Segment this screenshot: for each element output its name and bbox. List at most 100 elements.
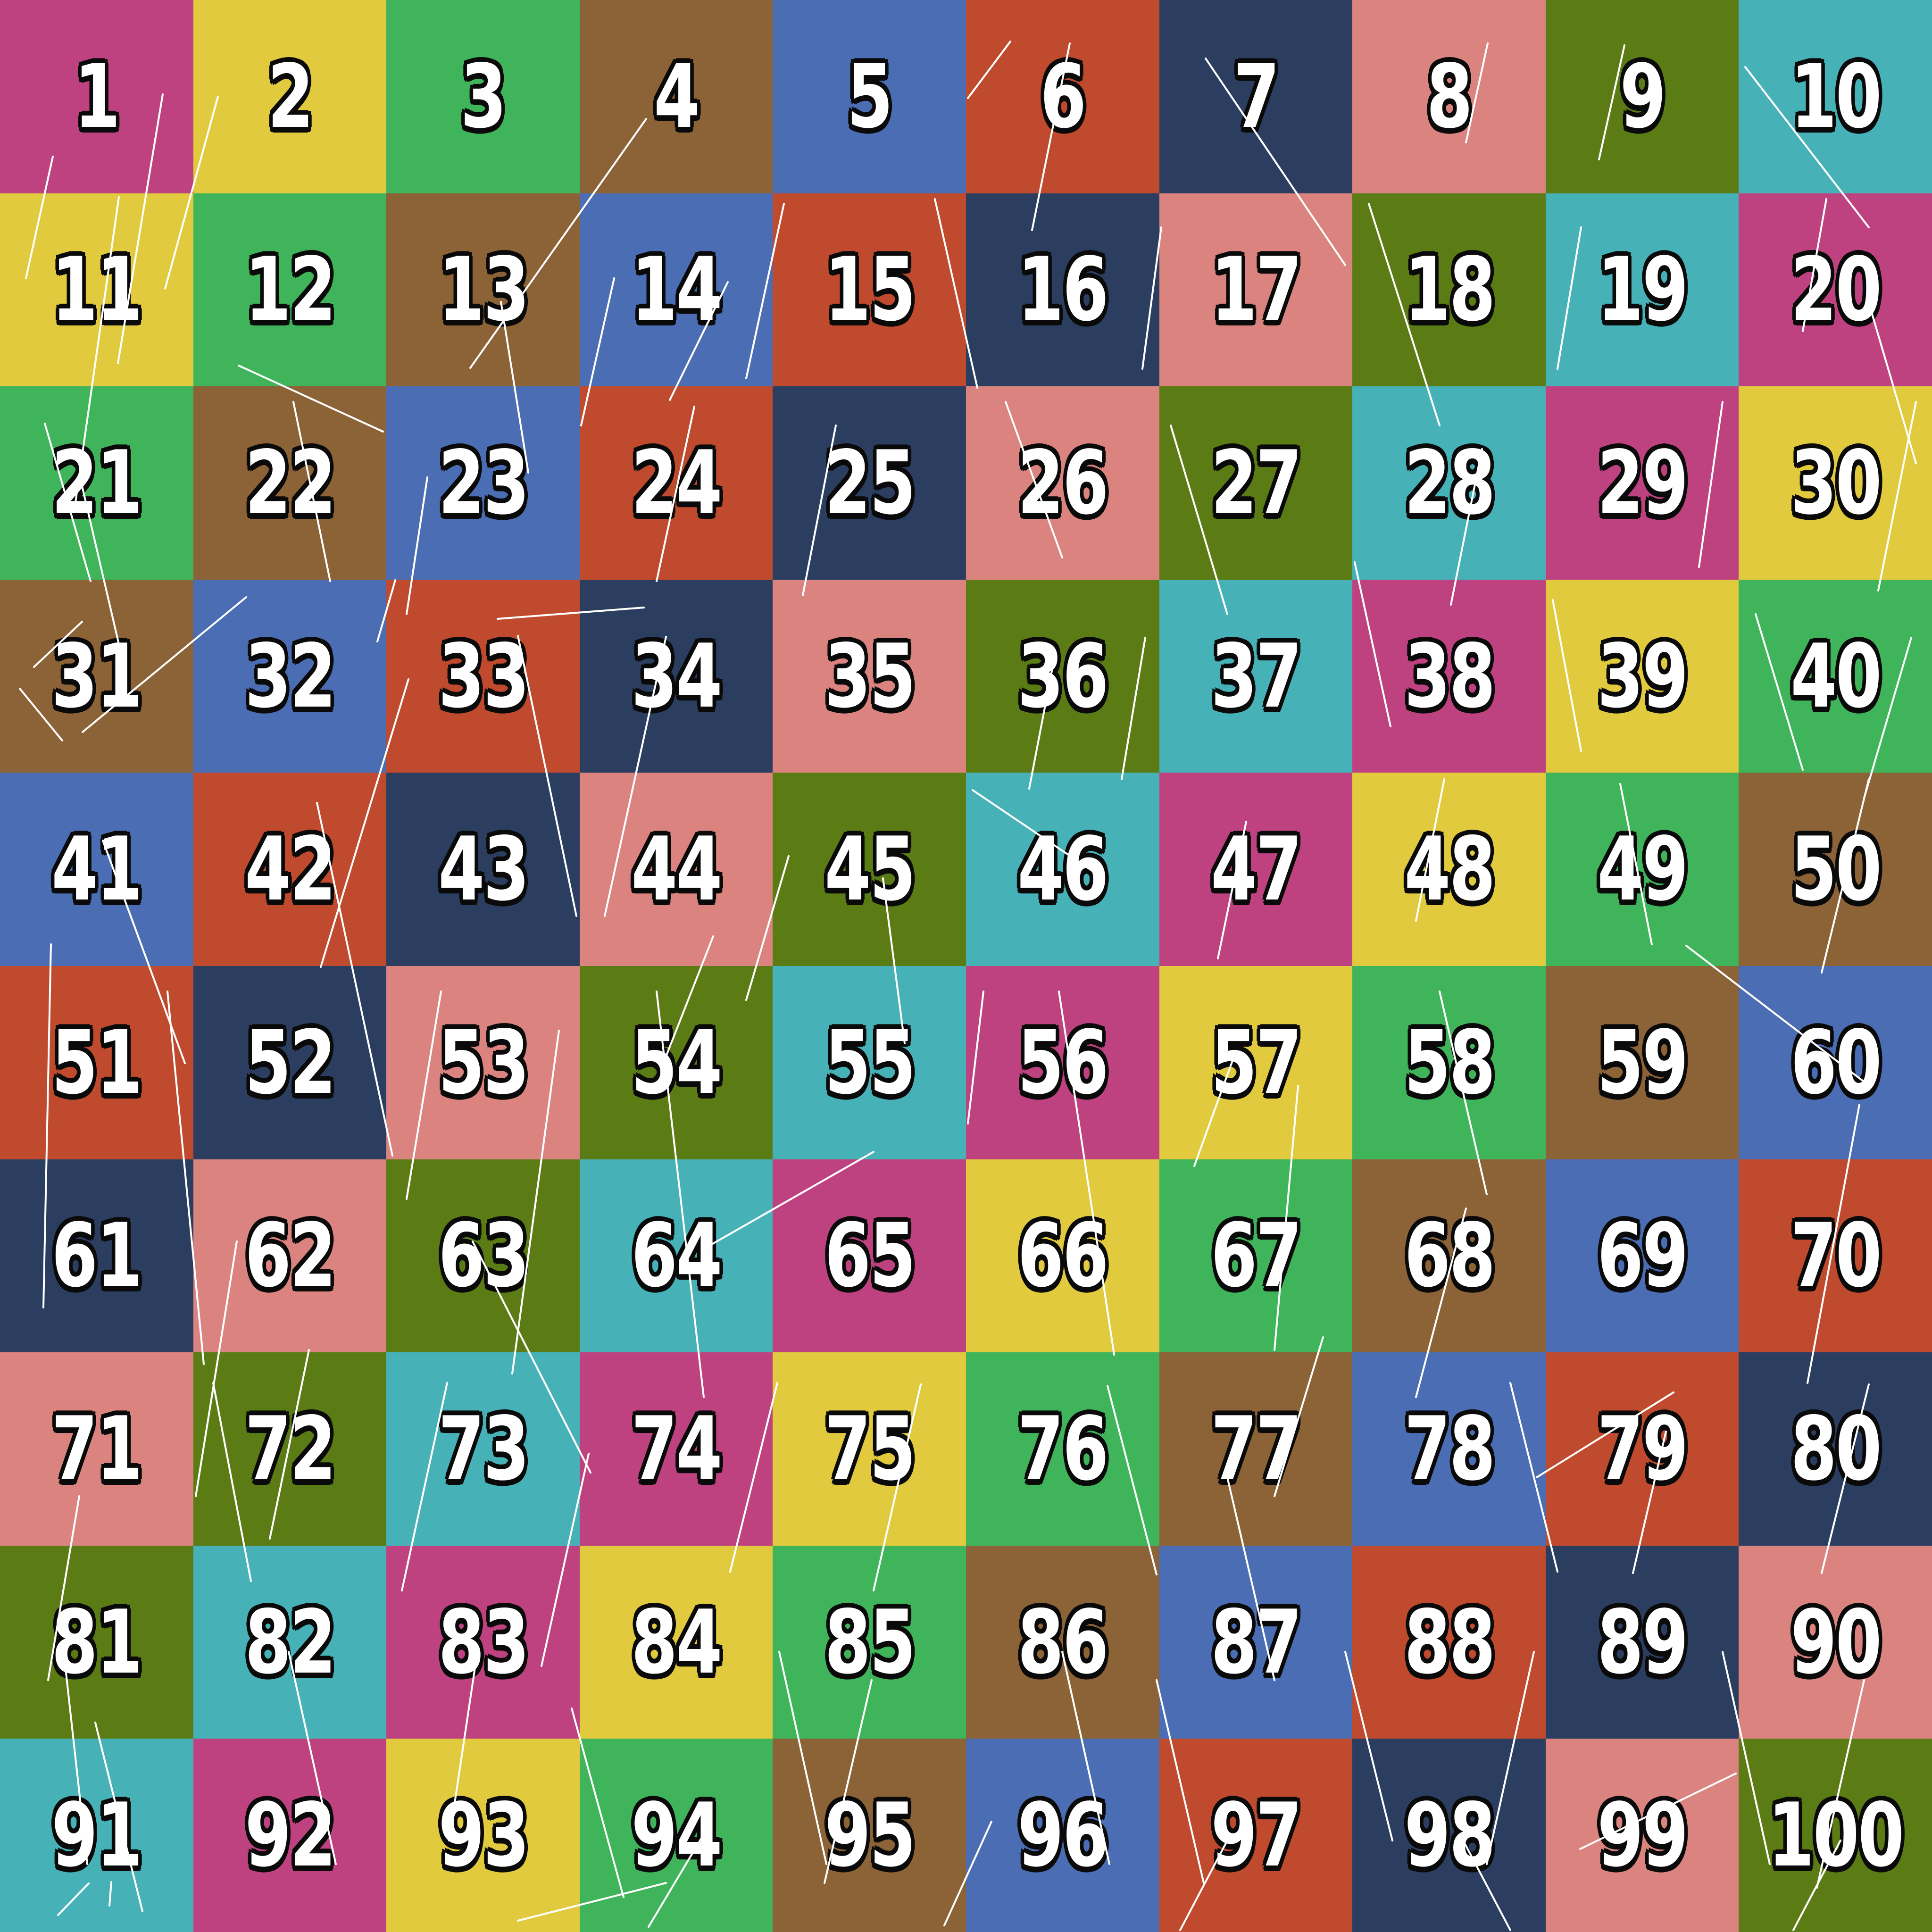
grid-cell[interactable]: 85 xyxy=(773,1545,966,1739)
grid-cell[interactable]: 16 xyxy=(966,193,1159,387)
grid-cell[interactable]: 26 xyxy=(966,386,1159,580)
grid-cell[interactable]: 56 xyxy=(966,966,1159,1159)
grid-cell[interactable]: 51 xyxy=(0,966,193,1159)
grid-cell[interactable]: 80 xyxy=(1739,1352,1932,1546)
grid-cell[interactable]: 12 xyxy=(193,193,387,387)
grid-cell[interactable]: 36 xyxy=(966,579,1159,773)
grid-cell[interactable]: 92 xyxy=(193,1739,387,1932)
grid-cell[interactable]: 9 xyxy=(1545,0,1739,193)
grid-cell[interactable]: 52 xyxy=(193,966,387,1159)
grid-cell[interactable]: 93 xyxy=(386,1739,580,1932)
grid-cell[interactable]: 19 xyxy=(1545,193,1739,387)
grid-cell[interactable]: 44 xyxy=(579,773,773,966)
grid-cell[interactable]: 45 xyxy=(773,773,966,966)
grid-cell[interactable]: 66 xyxy=(966,1159,1159,1353)
grid-cell[interactable]: 61 xyxy=(0,1159,193,1353)
grid-cell[interactable]: 84 xyxy=(579,1545,773,1739)
grid-cell[interactable]: 76 xyxy=(966,1352,1159,1546)
grid-cell[interactable]: 91 xyxy=(0,1739,193,1932)
grid-cell[interactable]: 23 xyxy=(386,386,580,580)
grid-cell[interactable]: 68 xyxy=(1352,1159,1546,1353)
grid-cell[interactable]: 71 xyxy=(0,1352,193,1546)
grid-cell[interactable]: 57 xyxy=(1159,966,1353,1159)
grid-cell[interactable]: 55 xyxy=(773,966,966,1159)
grid-cell[interactable]: 3 xyxy=(386,0,580,193)
grid-cell[interactable]: 41 xyxy=(0,773,193,966)
grid-cell[interactable]: 96 xyxy=(966,1739,1159,1932)
grid-cell[interactable]: 88 xyxy=(1352,1545,1546,1739)
grid-cell[interactable]: 17 xyxy=(1159,193,1353,387)
grid-cell[interactable]: 46 xyxy=(966,773,1159,966)
grid-cell[interactable]: 100 xyxy=(1739,1739,1932,1932)
grid-cell[interactable]: 7 xyxy=(1159,0,1353,193)
grid-cell[interactable]: 29 xyxy=(1545,386,1739,580)
grid-cell[interactable]: 1 xyxy=(0,0,193,193)
grid-cell[interactable]: 2 xyxy=(193,0,387,193)
grid-cell[interactable]: 94 xyxy=(579,1739,773,1932)
grid-cell[interactable]: 86 xyxy=(966,1545,1159,1739)
grid-cell[interactable]: 89 xyxy=(1545,1545,1739,1739)
grid-cell[interactable]: 38 xyxy=(1352,579,1546,773)
grid-cell[interactable]: 65 xyxy=(773,1159,966,1353)
grid-cell[interactable]: 67 xyxy=(1159,1159,1353,1353)
grid-cell[interactable]: 8 xyxy=(1352,0,1546,193)
grid-cell[interactable]: 32 xyxy=(193,579,387,773)
grid-cell[interactable]: 20 xyxy=(1739,193,1932,387)
grid-cell[interactable]: 54 xyxy=(579,966,773,1159)
grid-cell[interactable]: 49 xyxy=(1545,773,1739,966)
grid-cell[interactable]: 28 xyxy=(1352,386,1546,580)
grid-cell[interactable]: 90 xyxy=(1739,1545,1932,1739)
grid-cell[interactable]: 21 xyxy=(0,386,193,580)
grid-cell[interactable]: 83 xyxy=(386,1545,580,1739)
grid-cell[interactable]: 24 xyxy=(579,386,773,580)
grid-cell[interactable]: 77 xyxy=(1159,1352,1353,1546)
grid-cell[interactable]: 69 xyxy=(1545,1159,1739,1353)
grid-cell[interactable]: 70 xyxy=(1739,1159,1932,1353)
grid-cell[interactable]: 78 xyxy=(1352,1352,1546,1546)
grid-cell[interactable]: 15 xyxy=(773,193,966,387)
grid-cell[interactable]: 13 xyxy=(386,193,580,387)
grid-cell[interactable]: 25 xyxy=(773,386,966,580)
grid-cell[interactable]: 14 xyxy=(579,193,773,387)
grid-cell[interactable]: 37 xyxy=(1159,579,1353,773)
grid-cell[interactable]: 64 xyxy=(579,1159,773,1353)
grid-cell[interactable]: 10 xyxy=(1739,0,1932,193)
grid-cell[interactable]: 97 xyxy=(1159,1739,1353,1932)
grid-cell[interactable]: 11 xyxy=(0,193,193,387)
grid-cell[interactable]: 31 xyxy=(0,579,193,773)
grid-cell[interactable]: 43 xyxy=(386,773,580,966)
grid-cell[interactable]: 73 xyxy=(386,1352,580,1546)
grid-cell[interactable]: 81 xyxy=(0,1545,193,1739)
grid-cell[interactable]: 72 xyxy=(193,1352,387,1546)
grid-cell[interactable]: 53 xyxy=(386,966,580,1159)
grid-cell[interactable]: 27 xyxy=(1159,386,1353,580)
grid-cell[interactable]: 99 xyxy=(1545,1739,1739,1932)
grid-cell[interactable]: 95 xyxy=(773,1739,966,1932)
grid-cell[interactable]: 75 xyxy=(773,1352,966,1546)
grid-cell[interactable]: 82 xyxy=(193,1545,387,1739)
grid-cell[interactable]: 4 xyxy=(579,0,773,193)
grid-cell[interactable]: 60 xyxy=(1739,966,1932,1159)
grid-cell[interactable]: 35 xyxy=(773,579,966,773)
grid-cell[interactable]: 74 xyxy=(579,1352,773,1546)
grid-cell[interactable]: 48 xyxy=(1352,773,1546,966)
grid-cell[interactable]: 5 xyxy=(773,0,966,193)
grid-cell[interactable]: 63 xyxy=(386,1159,580,1353)
grid-cell[interactable]: 40 xyxy=(1739,579,1932,773)
grid-cell[interactable]: 18 xyxy=(1352,193,1546,387)
grid-cell[interactable]: 87 xyxy=(1159,1545,1353,1739)
grid-cell[interactable]: 30 xyxy=(1739,386,1932,580)
grid-cell[interactable]: 59 xyxy=(1545,966,1739,1159)
grid-cell[interactable]: 58 xyxy=(1352,966,1546,1159)
grid-cell[interactable]: 34 xyxy=(579,579,773,773)
grid-cell[interactable]: 42 xyxy=(193,773,387,966)
grid-cell[interactable]: 6 xyxy=(966,0,1159,193)
grid-cell[interactable]: 98 xyxy=(1352,1739,1546,1932)
grid-cell[interactable]: 50 xyxy=(1739,773,1932,966)
grid-cell[interactable]: 39 xyxy=(1545,579,1739,773)
grid-cell[interactable]: 22 xyxy=(193,386,387,580)
grid-cell[interactable]: 47 xyxy=(1159,773,1353,966)
grid-cell[interactable]: 79 xyxy=(1545,1352,1739,1546)
grid-cell[interactable]: 62 xyxy=(193,1159,387,1353)
grid-cell[interactable]: 33 xyxy=(386,579,580,773)
